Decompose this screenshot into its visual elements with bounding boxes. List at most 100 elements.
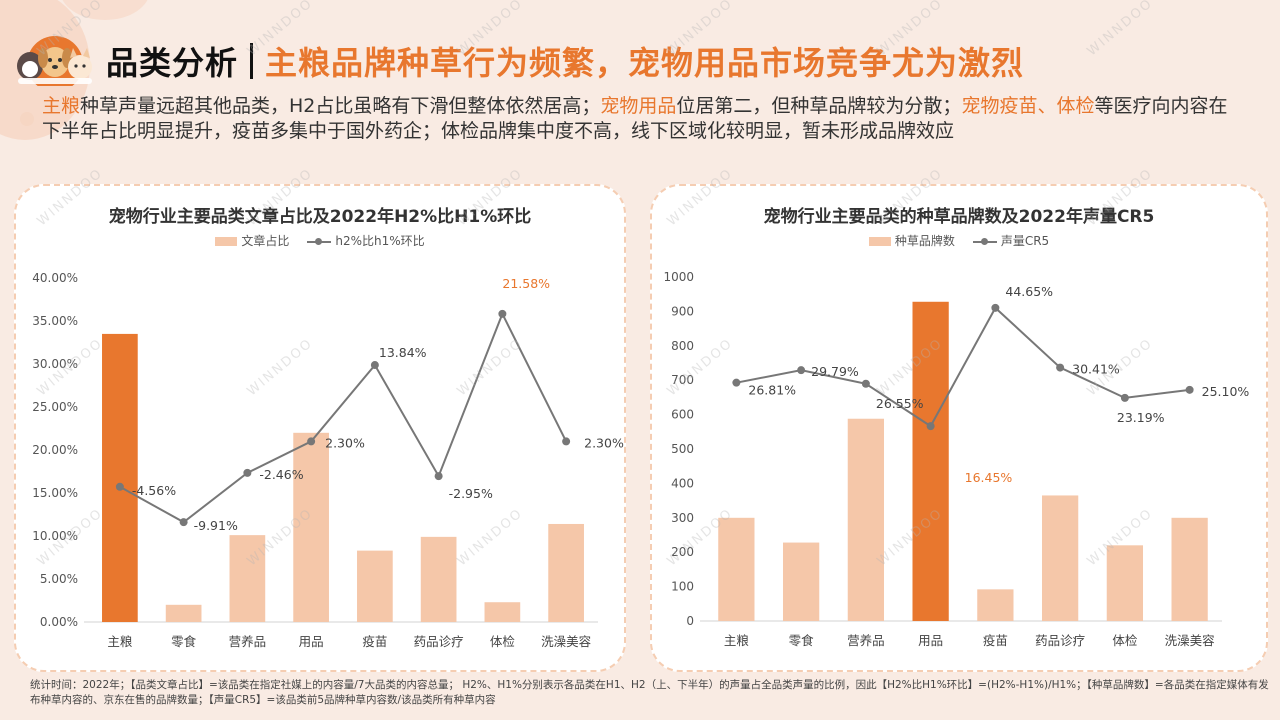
bar bbox=[1106, 545, 1144, 621]
y-tick-label: 25.00% bbox=[32, 400, 78, 414]
data-label: 13.84% bbox=[379, 345, 427, 360]
line-point bbox=[370, 361, 379, 370]
line-point bbox=[434, 472, 443, 481]
bar bbox=[357, 550, 393, 622]
bar bbox=[484, 602, 521, 622]
y-tick-label: 5.00% bbox=[40, 572, 78, 586]
data-label: -4.56% bbox=[132, 483, 176, 498]
x-tick-label: 主粮 bbox=[107, 634, 133, 649]
pets-logo-icon bbox=[17, 36, 92, 86]
legend-item-line: 声量CR5 bbox=[972, 232, 1050, 249]
decor-circle bbox=[60, 0, 150, 20]
y-tick-label: 500 bbox=[671, 442, 694, 456]
x-tick-label: 营养品 bbox=[229, 634, 267, 649]
summary-segment: 宠物疫苗、体检 bbox=[961, 95, 1095, 117]
chart-legend: 种草品牌数 声量CR5 bbox=[652, 232, 1266, 249]
legend-item-line: h2%比h1%环比 bbox=[307, 232, 425, 249]
data-label: 29.79% bbox=[811, 364, 859, 379]
line-point bbox=[562, 437, 571, 446]
line-point bbox=[1056, 363, 1065, 372]
line-point bbox=[498, 309, 507, 318]
x-tick-label: 营养品 bbox=[847, 633, 885, 648]
chart-legend: 文章占比 h2%比h1%环比 bbox=[16, 232, 624, 249]
legend-bar-swatch-icon bbox=[868, 237, 891, 246]
y-tick-label: 1000 bbox=[663, 270, 694, 284]
footnote-line: 统计时间：2022年；【品类文章占比】=该品类在指定社媒上的内容量/7大品类的内… bbox=[30, 679, 1269, 691]
y-tick-label: 800 bbox=[671, 339, 694, 353]
bar bbox=[229, 535, 266, 622]
bar bbox=[912, 301, 949, 621]
data-label: 16.45% bbox=[965, 470, 1013, 485]
data-label: 2.30% bbox=[325, 435, 365, 450]
bar bbox=[1171, 517, 1208, 621]
summary-segment: 等医疗向内容在下半年占比明显提升，疫苗多集中于国外药企；体检品牌集中度不高，线下… bbox=[42, 95, 1228, 142]
decor-dot bbox=[20, 112, 34, 126]
line-point bbox=[991, 303, 1000, 312]
bar bbox=[165, 604, 202, 622]
x-tick-label: 主粮 bbox=[724, 633, 750, 648]
y-tick-label: 30.00% bbox=[32, 357, 78, 371]
y-tick-label: 0.00% bbox=[40, 615, 78, 629]
y-tick-label: 40.00% bbox=[32, 271, 78, 285]
line-point bbox=[115, 482, 124, 491]
legend-label: 文章占比 bbox=[241, 234, 290, 248]
chart-card-brand-count: 宠物行业主要品类的种草品牌数及2022年声量CR5 种草品牌数 声量CR5 0 1… bbox=[650, 184, 1268, 672]
x-tick-label: 药品诊疗 bbox=[414, 634, 464, 649]
bar bbox=[548, 523, 584, 622]
chart-card-article-share: 宠物行业主要品类文章占比及2022年H2%比H1%环比 文章占比 h2%比h1%… bbox=[14, 184, 626, 672]
line-point bbox=[926, 422, 935, 431]
data-label: 25.10% bbox=[1202, 384, 1250, 399]
chart-title: 宠物行业主要品类文章占比及2022年H2%比H1%环比 bbox=[108, 207, 532, 227]
footnote: 统计时间：2022年；【品类文章占比】=该品类在指定社媒上的内容量/7大品类的内… bbox=[30, 678, 1280, 708]
title-divider bbox=[250, 43, 254, 79]
y-tick-label: 700 bbox=[671, 373, 694, 387]
data-label: 26.55% bbox=[876, 396, 924, 411]
legend-line-swatch-icon bbox=[307, 237, 332, 247]
footnote-line: 布种草内容的、京东在售的品牌数量；【声量CR5】=该品类前5品牌种草内容数/该品… bbox=[30, 694, 496, 706]
data-label: 30.41% bbox=[1072, 362, 1120, 377]
bar bbox=[847, 418, 885, 621]
data-label: 26.81% bbox=[748, 383, 796, 398]
legend-label: 声量CR5 bbox=[1000, 234, 1050, 248]
y-tick-label: 200 bbox=[671, 545, 694, 559]
bar bbox=[718, 517, 755, 621]
x-tick-label: 用品 bbox=[918, 633, 943, 648]
data-label: 2.30% bbox=[584, 435, 624, 450]
legend-item-bar: 种草品牌数 bbox=[868, 232, 955, 249]
line-point bbox=[732, 378, 741, 387]
y-tick-label: 0 bbox=[686, 614, 694, 628]
bar bbox=[293, 432, 329, 622]
x-tick-label: 零食 bbox=[171, 634, 197, 649]
x-tick-label: 零食 bbox=[789, 633, 815, 648]
bar bbox=[420, 536, 457, 622]
bar bbox=[782, 542, 820, 621]
summary-text: 主粮种草声量远超其他品类，H2占比虽略有下滑但整体依然居高；宠物用品位居第二，但… bbox=[42, 94, 1242, 144]
summary-segment: 种草声量远超其他品类，H2占比虽略有下滑但整体依然居高； bbox=[80, 95, 601, 117]
summary-segment: 位居第二，但种草品牌较为分散； bbox=[676, 95, 962, 117]
legend-item-bar: 文章占比 bbox=[215, 232, 289, 249]
y-tick-label: 35.00% bbox=[32, 314, 78, 328]
line-point bbox=[1185, 385, 1194, 394]
y-tick-label: 300 bbox=[671, 511, 694, 525]
summary-segment: 主粮 bbox=[42, 95, 81, 117]
bar bbox=[977, 589, 1014, 621]
data-label: 44.65% bbox=[1005, 284, 1053, 299]
x-tick-label: 疫苗 bbox=[983, 633, 1008, 648]
y-tick-label: 900 bbox=[671, 304, 694, 318]
y-tick-label: 20.00% bbox=[32, 443, 78, 457]
line-point bbox=[307, 437, 316, 446]
y-tick-label: 100 bbox=[671, 580, 694, 594]
legend-label: h2%比h1%环比 bbox=[335, 234, 425, 248]
x-tick-label: 体检 bbox=[1112, 633, 1138, 648]
x-tick-label: 洗澡美容 bbox=[1165, 633, 1215, 648]
watermark-text: WINNDOO bbox=[1084, 0, 1157, 60]
article-share-chart: 0.00% 5.00% 10.00% 15.00% 20.00% 25.00% 30.00%… bbox=[32, 271, 624, 649]
line-point bbox=[861, 379, 870, 388]
summary-segment: 宠物用品 bbox=[600, 95, 677, 117]
legend-bar-swatch-icon bbox=[215, 237, 238, 246]
bar bbox=[1041, 495, 1079, 621]
line-point bbox=[179, 518, 188, 527]
x-tick-label: 洗澡美容 bbox=[541, 634, 591, 649]
page-title: 品类分析 bbox=[106, 44, 239, 82]
x-tick-label: 用品 bbox=[299, 634, 324, 649]
